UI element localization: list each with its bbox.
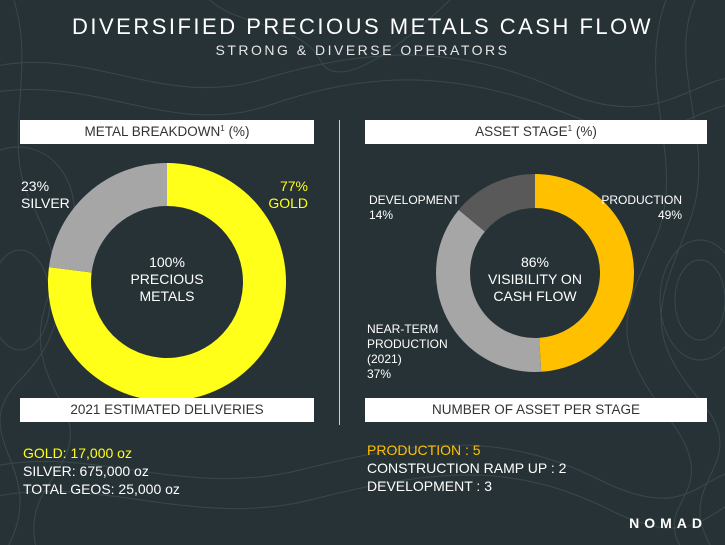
gold-pct: 77%: [279, 178, 308, 194]
near-term-pct: 37%: [367, 367, 392, 381]
stage-construction: CONSTRUCTION RAMP UP : 2: [367, 460, 567, 476]
metal-breakdown-unit: (%): [224, 124, 250, 139]
near-term-line2: PRODUCTION: [367, 337, 448, 351]
development-label: DEVELOPMENT 14%: [369, 193, 460, 223]
near-term-label: NEAR-TERM PRODUCTION (2021) 37%: [367, 322, 448, 382]
near-term-line1: NEAR-TERM: [367, 322, 439, 336]
asset-stage-unit: (%): [572, 124, 597, 139]
silver-label: 23% SILVER: [21, 178, 70, 212]
page-subtitle: STRONG & DIVERSE OPERATORS: [215, 42, 510, 58]
production-pct: 49%: [657, 208, 682, 222]
gold-name: GOLD: [268, 195, 308, 211]
silver-pct: 23%: [21, 178, 50, 194]
metal-center-line1: 100%: [149, 254, 185, 270]
footnote-mark: 1: [567, 124, 573, 133]
deliveries-header: 2021 ESTIMATED DELIVERIES: [20, 398, 314, 422]
asset-stage-header: ASSET STAGE1 (%): [365, 120, 707, 144]
donut-slice-gold: [47, 163, 286, 401]
development-name: DEVELOPMENT: [369, 193, 460, 207]
deliveries-list: GOLD: 17,000 oz SILVER: 675,000 oz TOTAL…: [23, 444, 180, 498]
metal-center-line2: PRECIOUS: [130, 271, 204, 287]
delivery-gold: GOLD: 17,000 oz: [23, 445, 132, 461]
metal-breakdown-donut: [47, 163, 286, 401]
column-divider: [339, 120, 340, 425]
metal-breakdown-header: METAL BREAKDOWN1 (%): [20, 120, 314, 144]
asset-center-line3: CASH FLOW: [493, 288, 577, 304]
production-name: PRODUCTION: [601, 193, 682, 207]
metal-center-line3: METALS: [139, 288, 195, 304]
asset-center-line2: VISIBILITY ON: [488, 271, 582, 287]
near-term-line3: (2021): [367, 352, 402, 366]
donut-slice-development: [458, 174, 535, 232]
donut-slice-silver: [48, 163, 167, 273]
metal-breakdown-title: METAL BREAKDOWN: [84, 124, 221, 139]
donut-slice-production: [535, 174, 634, 372]
footnote-mark: 1: [220, 124, 225, 133]
donut-slice-near-term: [436, 209, 542, 372]
development-pct: 14%: [369, 208, 394, 222]
asset-stage-center: 86% VISIBILITY ON CASH FLOW: [470, 254, 600, 305]
production-label: PRODUCTION 49%: [590, 193, 682, 223]
asset-stage-donut: [436, 174, 634, 372]
silver-name: SILVER: [21, 195, 70, 211]
metal-breakdown-center: 100% PRECIOUS METALS: [107, 254, 227, 305]
asset-per-stage-list: PRODUCTION : 5 CONSTRUCTION RAMP UP : 2 …: [367, 441, 566, 495]
nomad-logo: NOMAD: [629, 515, 707, 531]
delivery-silver: SILVER: 675,000 oz: [23, 463, 149, 479]
gold-label: 77% GOLD: [240, 178, 308, 212]
asset-center-line1: 86%: [520, 254, 550, 270]
stage-development: DEVELOPMENT : 3: [367, 478, 493, 494]
page-title: DIVERSIFIED PRECIOUS METALS CASH FLOW: [71, 14, 654, 39]
asset-per-stage-header: NUMBER OF ASSET PER STAGE: [365, 398, 707, 422]
asset-stage-title: ASSET STAGE: [475, 124, 568, 139]
stage-production: PRODUCTION : 5: [367, 442, 481, 458]
delivery-total-geos: TOTAL GEOS: 25,000 oz: [23, 481, 180, 497]
